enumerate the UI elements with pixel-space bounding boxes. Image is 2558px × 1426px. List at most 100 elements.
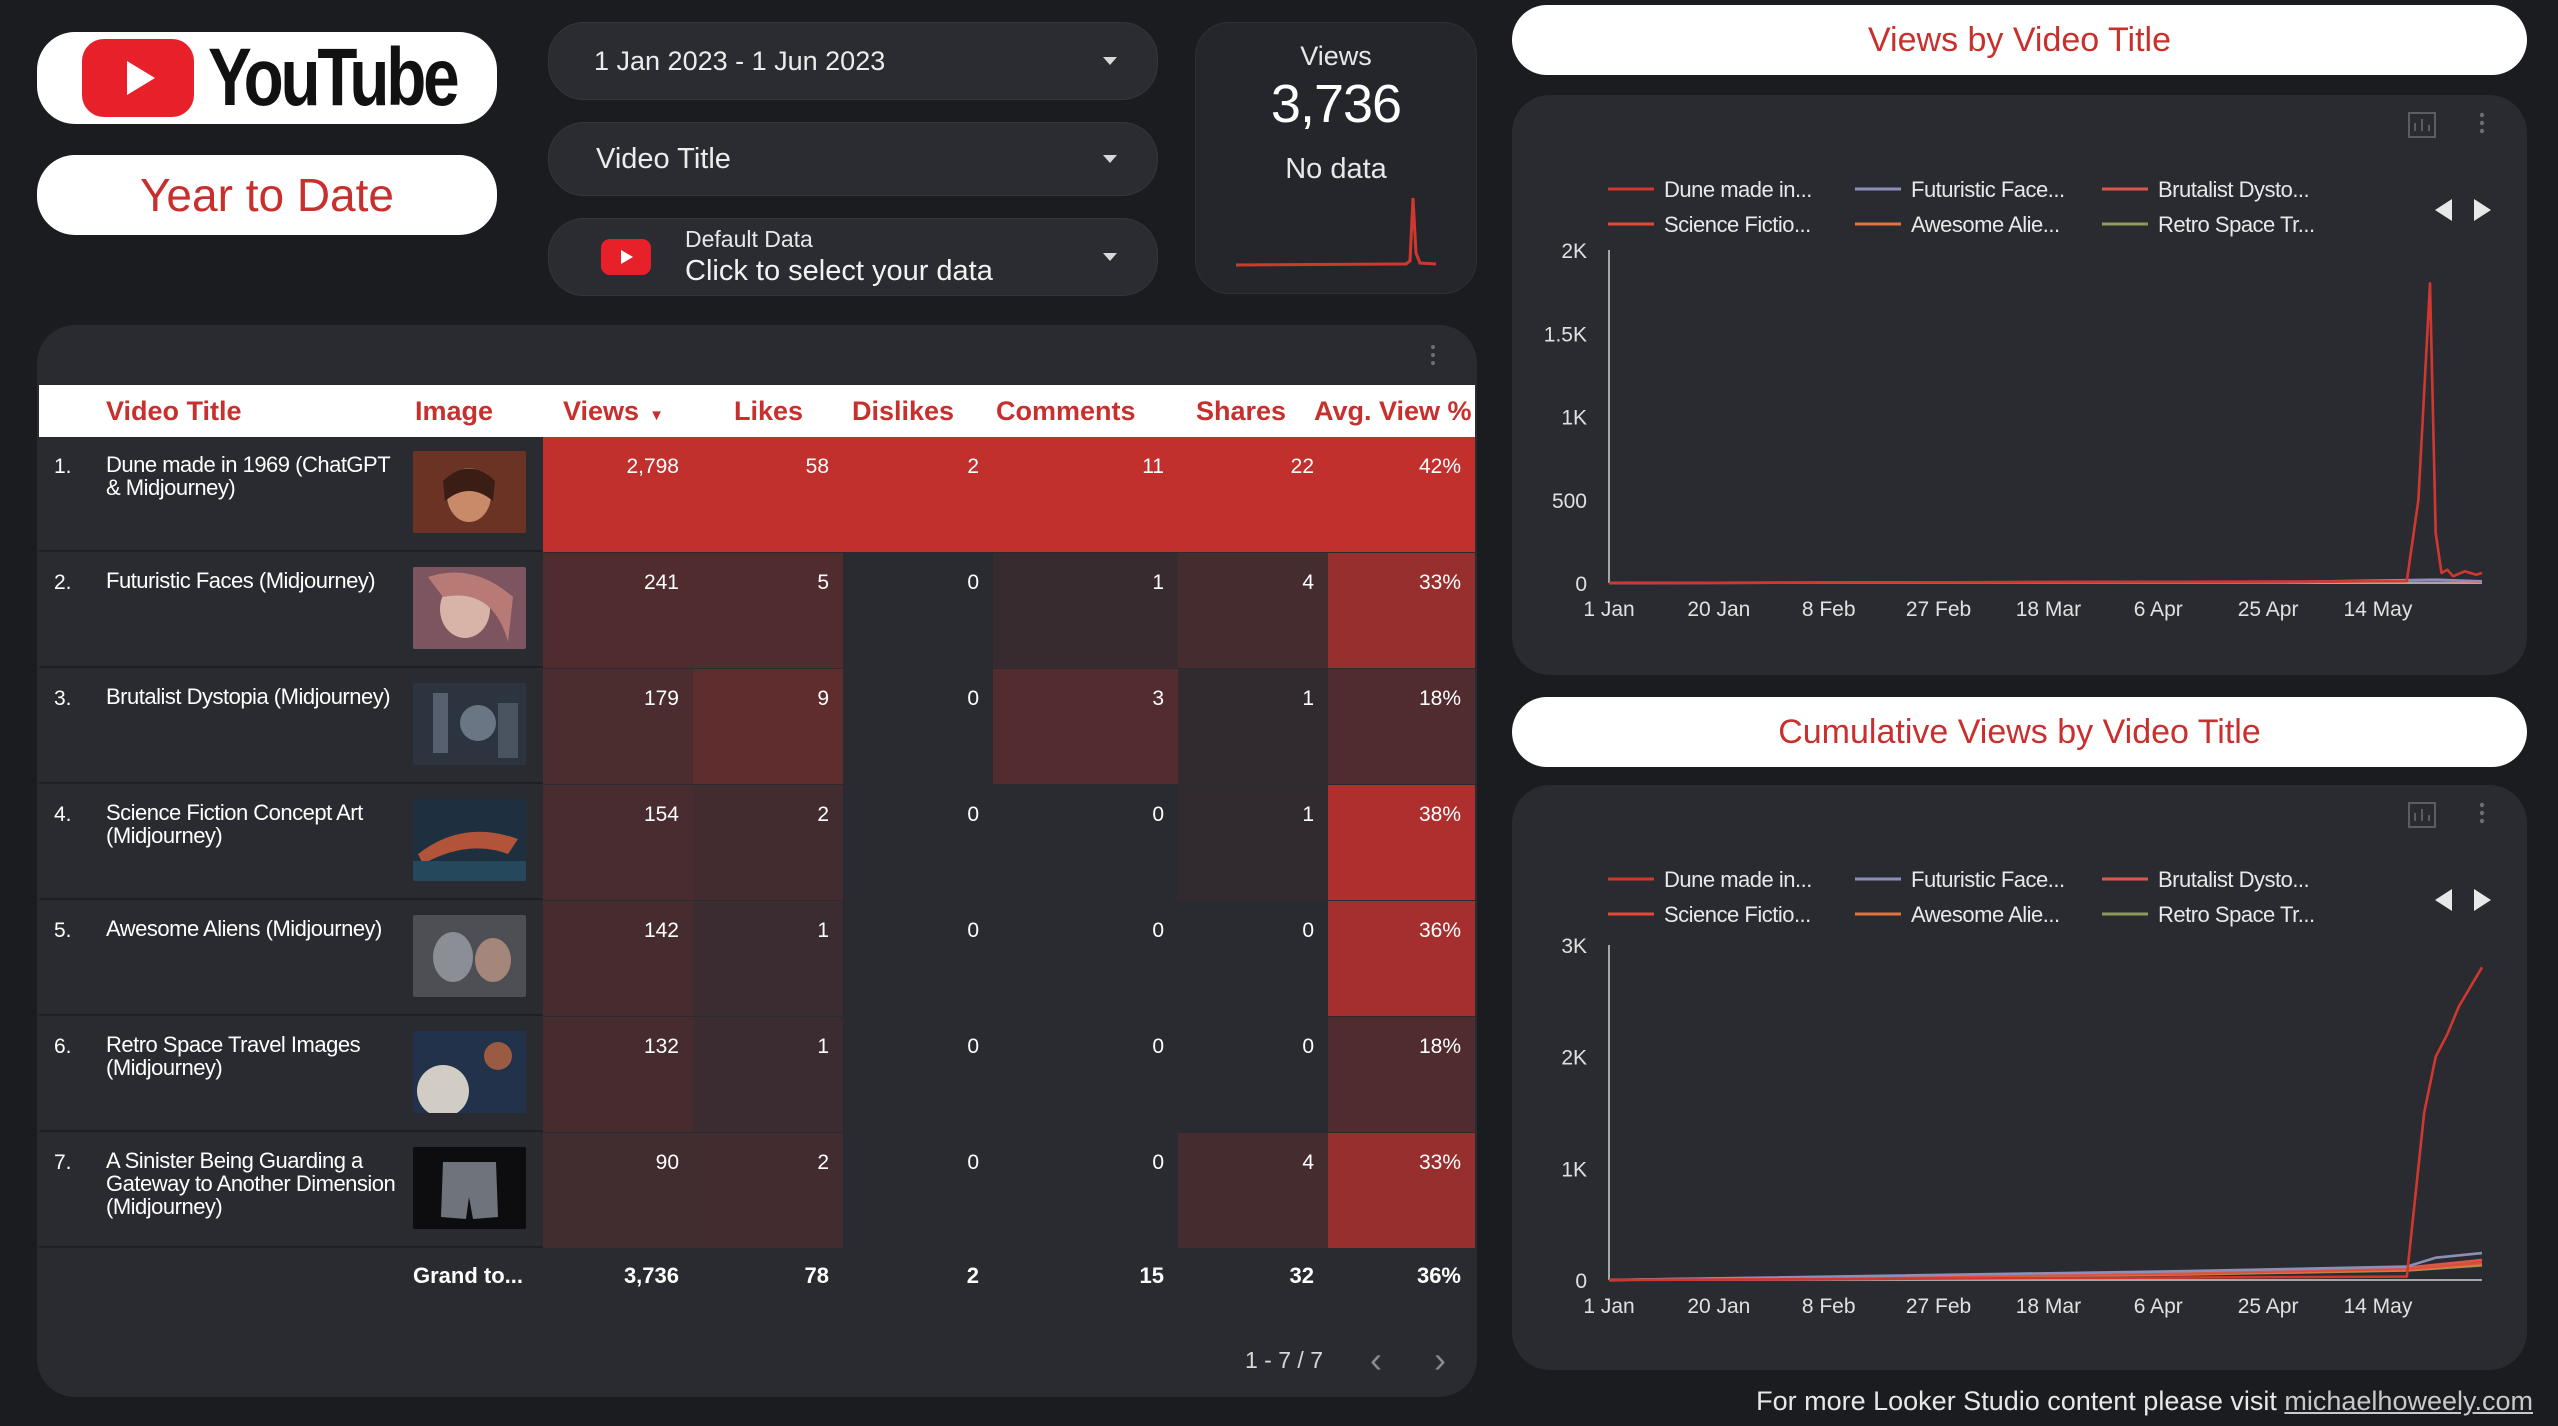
scorecard-value: 3,736 — [1270, 74, 1402, 134]
grand-total-likes: 78 — [804, 1263, 829, 1288]
comments-cell: 0 — [993, 785, 1178, 900]
chart-more-options-icon[interactable] — [2479, 802, 2485, 824]
chart-explore-icon[interactable] — [2408, 112, 2436, 138]
sort-desc-icon: ▼ — [649, 407, 664, 424]
grand-total-avg-view: 36% — [1416, 1263, 1461, 1288]
row-index: 1. — [54, 455, 72, 478]
avg-view-cell: 36% — [1328, 901, 1475, 1016]
col-comments[interactable]: Comments — [996, 396, 1136, 426]
legend-label: Futuristic Face... — [1911, 177, 2065, 202]
x-tick-label: 18 Mar — [2016, 1295, 2081, 1318]
x-tick-label: 6 Apr — [2134, 598, 2183, 621]
col-image[interactable]: Image — [415, 396, 494, 426]
likes-cell: 1 — [693, 1017, 843, 1132]
video-thumbnail — [413, 683, 526, 765]
x-tick-label: 14 May — [2343, 1295, 2412, 1318]
thumbnail-cell — [413, 553, 528, 668]
table-row[interactable]: 5. Awesome Aliens (Midjourney) 142 1 0 0 0 36% — [39, 901, 1475, 1016]
date-range-picker[interactable]: 1 Jan 2023 - 1 Jun 2023 — [548, 22, 1158, 100]
comments-cell: 11 — [993, 437, 1178, 552]
scorecard-sparkline — [1236, 197, 1436, 267]
series-line — [1608, 282, 2483, 585]
data-source-selector[interactable]: Default Data Click to select your data — [548, 218, 1158, 296]
thumbnail-cell — [413, 437, 528, 552]
avg-view-cell: 42% — [1328, 437, 1475, 552]
shares-cell: 4 — [1178, 1133, 1328, 1248]
chart-more-options-icon[interactable] — [2479, 112, 2485, 134]
views-cell: 179 — [543, 669, 693, 784]
chart-explore-icon[interactable] — [2408, 802, 2436, 828]
scorecard-label: Views — [1300, 41, 1372, 71]
views-cell: 142 — [543, 901, 693, 1016]
data-source-hint: Click to select your data — [685, 255, 993, 287]
row-index: 2. — [54, 571, 72, 594]
y-tick-label: 500 — [1552, 490, 1587, 513]
col-avg-view[interactable]: Avg. View % — [1314, 396, 1472, 426]
footer-text: For more Looker Studio content please vi… — [1756, 1386, 2277, 1416]
legend-next-icon[interactable] — [2474, 199, 2491, 221]
period-label: Year to Date — [37, 155, 497, 235]
col-video-title[interactable]: Video Title — [106, 396, 242, 426]
grand-total-shares: 32 — [1289, 1263, 1314, 1288]
cumulative-views-chart: Dune made in... Futuristic Face... Brutali… — [1512, 785, 2527, 1370]
col-views[interactable]: Views ▼ — [563, 385, 664, 437]
prev-page-icon[interactable]: ‹ — [1370, 1339, 1382, 1380]
likes-cell: 58 — [693, 437, 843, 552]
video-title-cell: Brutalist Dystopia (Midjourney) — [106, 684, 391, 709]
views-cell: 132 — [543, 1017, 693, 1132]
legend-prev-icon[interactable] — [2435, 199, 2452, 221]
x-tick-label: 8 Feb — [1802, 598, 1856, 621]
table-row[interactable]: 7. A Sinister Being Guarding a Gateway to… — [39, 1133, 1475, 1248]
legend-next-icon[interactable] — [2474, 889, 2491, 911]
x-tick-label: 8 Feb — [1802, 1295, 1856, 1318]
likes-cell: 1 — [693, 901, 843, 1016]
likes-cell: 9 — [693, 669, 843, 784]
table-row[interactable]: 3. Brutalist Dystopia (Midjourney) 179 9 0 3 1… — [39, 669, 1475, 784]
avg-view-cell: 38% — [1328, 785, 1475, 900]
footer-link[interactable]: michaelhoweely.com — [2284, 1386, 2533, 1416]
thumbnail-cell — [413, 1017, 528, 1132]
views-by-video-chart: Dune made in... Futuristic Face... Brutali… — [1512, 95, 2527, 675]
table-row[interactable]: 6. Retro Space Travel Images (Midjourney)… — [39, 1017, 1475, 1132]
table-row[interactable]: 4. Science Fiction Concept Art (Midjourne… — [39, 785, 1475, 900]
x-tick-label: 25 Apr — [2238, 1295, 2299, 1318]
video-title-cell: A Sinister Being Guarding a Gateway to A… — [106, 1148, 396, 1219]
period-label-text: Year to Date — [139, 169, 395, 221]
legend-label: Brutalist Dysto... — [2158, 177, 2309, 202]
dislikes-cell: 0 — [843, 1133, 993, 1248]
thumbnail-cell — [413, 901, 528, 1016]
next-page-icon[interactable]: › — [1434, 1339, 1446, 1380]
video-thumbnail — [413, 799, 526, 881]
col-shares[interactable]: Shares — [1196, 396, 1287, 426]
y-tick-label: 3K — [1561, 935, 1587, 958]
dislikes-cell: 0 — [843, 553, 993, 668]
shares-cell: 0 — [1178, 901, 1328, 1016]
avg-view-cell: 33% — [1328, 553, 1475, 668]
date-range-value: 1 Jan 2023 - 1 Jun 2023 — [594, 45, 886, 76]
grand-total-views: 3,736 — [623, 1263, 679, 1288]
table-row[interactable]: 1. Dune made in 1969 (ChatGPT & Midjourne… — [39, 437, 1475, 552]
youtube-play-icon — [82, 39, 194, 117]
legend-prev-icon[interactable] — [2435, 889, 2452, 911]
video-title-cell: Retro Space Travel Images (Midjourney) — [106, 1032, 361, 1080]
video-thumbnail — [413, 451, 526, 533]
col-likes[interactable]: Likes — [734, 396, 804, 426]
grand-total-comments: 15 — [1139, 1263, 1164, 1288]
x-tick-label: 14 May — [2343, 598, 2412, 621]
chevron-down-icon — [1103, 57, 1117, 65]
views-cell: 241 — [543, 553, 693, 668]
video-title-cell: Dune made in 1969 (ChatGPT & Midjourney) — [106, 452, 390, 500]
y-tick-label: 1K — [1561, 407, 1587, 430]
col-dislikes[interactable]: Dislikes — [852, 396, 955, 426]
more-options-icon[interactable] — [1430, 345, 1436, 369]
views-cell: 154 — [543, 785, 693, 900]
x-tick-label: 1 Jan — [1583, 1295, 1634, 1318]
row-index: 6. — [54, 1035, 72, 1058]
avg-view-cell: 33% — [1328, 1133, 1475, 1248]
legend-label: Dune made in... — [1664, 867, 1812, 892]
dislikes-cell: 2 — [843, 437, 993, 552]
table-row[interactable]: 2. Futuristic Faces (Midjourney) 241 5 0 1 4 33… — [39, 553, 1475, 668]
chart-svg: Dune made in... Futuristic Face... Brutali… — [1544, 112, 2491, 621]
video-title-filter[interactable]: Video Title — [548, 122, 1158, 196]
table-header: Video Title Image Views ▼ Likes Dislikes … — [39, 385, 1475, 437]
